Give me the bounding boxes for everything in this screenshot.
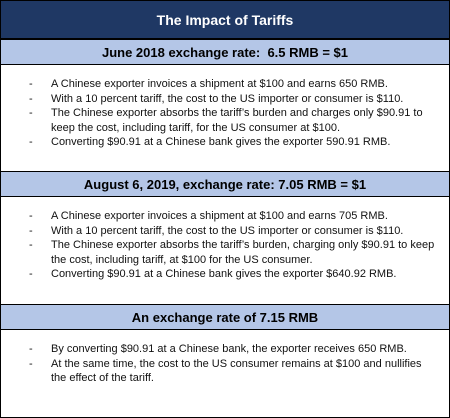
section-heading: August 6, 2019, exchange rate: 7.05 RMB … [1, 171, 449, 197]
bullet: The Chinese exporter absorbs the tariff’… [29, 106, 435, 135]
bullet-list: A Chinese exporter invoices a shipment a… [29, 77, 435, 150]
bullet: A Chinese exporter invoices a shipment a… [29, 77, 435, 92]
bullet: With a 10 percent tariff, the cost to th… [29, 92, 435, 107]
bullet: By converting $90.91 at a Chinese bank, … [29, 342, 435, 357]
section-body: By converting $90.91 at a Chinese bank, … [1, 330, 449, 406]
bullet: A Chinese exporter invoices a shipment a… [29, 209, 435, 224]
bullet: Converting $90.91 at a Chinese bank give… [29, 267, 435, 282]
bullet-list: By converting $90.91 at a Chinese bank, … [29, 342, 435, 386]
section-body: A Chinese exporter invoices a shipment a… [1, 197, 449, 304]
section-heading: June 2018 exchange rate: 6.5 RMB = $1 [1, 39, 449, 65]
bullet: Converting $90.91 at a Chinese bank give… [29, 135, 435, 150]
bullet: With a 10 percent tariff, the cost to th… [29, 224, 435, 239]
bullet: At the same time, the cost to the US con… [29, 357, 435, 386]
bullet-list: A Chinese exporter invoices a shipment a… [29, 209, 435, 282]
section-heading: An exchange rate of 7.15 RMB [1, 304, 449, 330]
title: The Impact of Tariffs [1, 1, 449, 39]
section-body: A Chinese exporter invoices a shipment a… [1, 65, 449, 171]
bullet: The Chinese exporter absorbs the tariff’… [29, 238, 435, 267]
